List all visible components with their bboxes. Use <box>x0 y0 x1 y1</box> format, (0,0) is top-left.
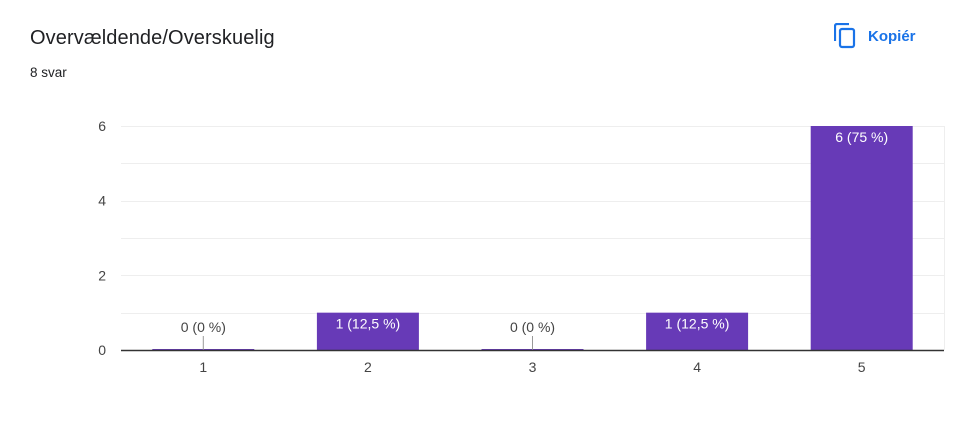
data-label: 0 (0 %) <box>181 319 226 335</box>
data-label: 0 (0 %) <box>510 319 555 335</box>
x-tick-label: 3 <box>529 359 537 375</box>
bar <box>810 126 913 350</box>
chart-title: Overvældende/Overskuelig <box>30 27 275 49</box>
x-tick-label: 1 <box>199 359 207 375</box>
y-tick-label: 2 <box>98 267 106 283</box>
y-tick-label: 4 <box>98 193 106 209</box>
x-tick-label: 2 <box>364 359 372 375</box>
bar <box>646 312 749 350</box>
response-count: 8 svar <box>30 65 67 80</box>
y-tick-label: 0 <box>98 342 106 358</box>
data-label: 1 (12,5 %) <box>336 316 401 332</box>
copy-icon <box>834 23 856 49</box>
x-tick-label: 5 <box>858 359 866 375</box>
copy-label: Kopiér <box>868 27 916 45</box>
y-tick-label: 6 <box>98 118 106 134</box>
data-label: 6 (75 %) <box>835 129 888 145</box>
bar <box>316 312 419 350</box>
x-tick-label: 4 <box>693 359 701 375</box>
data-label: 1 (12,5 %) <box>665 316 730 332</box>
copy-button[interactable]: Kopiér <box>826 18 924 54</box>
